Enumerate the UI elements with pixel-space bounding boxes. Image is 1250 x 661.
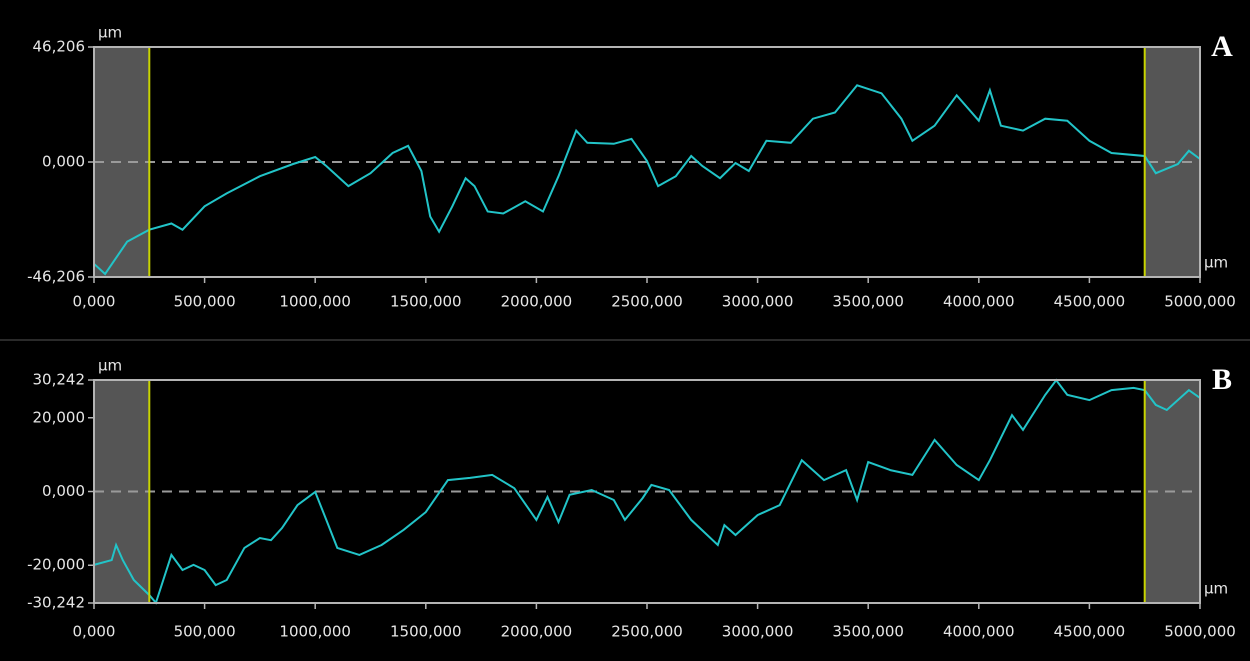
x-tick-label: 4500,000 [1054, 293, 1126, 311]
x-unit-label: µm [1204, 254, 1228, 272]
profile-line [93, 378, 1201, 605]
x-tick-label: 1000,000 [279, 293, 351, 311]
x-tick-label: 0,000 [73, 293, 116, 311]
x-tick-label: 4000,000 [943, 293, 1015, 311]
y-tick-label: -30,242 [27, 594, 85, 612]
x-tick-label: 2500,000 [611, 623, 683, 641]
y-tick-label: -46,206 [27, 268, 85, 286]
y-tick-label: 20,000 [33, 408, 86, 426]
x-tick-label: 5000,000 [1164, 293, 1236, 311]
x-tick-label: 4500,000 [1054, 623, 1126, 641]
x-tick-label: 1500,000 [390, 293, 462, 311]
x-tick-label: 500,000 [174, 623, 236, 641]
x-tick-label: 1500,000 [390, 623, 462, 641]
x-tick-label: 3000,000 [722, 293, 794, 311]
profile-line [93, 84, 1201, 276]
x-tick-label: 4000,000 [943, 623, 1015, 641]
y-unit-label: µm [98, 24, 122, 42]
x-tick-label: 2000,000 [501, 293, 573, 311]
panel-label: A [1211, 30, 1233, 63]
x-tick-label: 1000,000 [279, 623, 351, 641]
y-tick-label: 0,000 [42, 482, 85, 500]
x-tick-label: 5000,000 [1164, 623, 1236, 641]
x-tick-label: 500,000 [174, 293, 236, 311]
y-tick-label: 0,000 [42, 153, 85, 171]
x-tick-label: 3500,000 [832, 623, 904, 641]
y-unit-label: µm [98, 357, 122, 375]
panel-label: B [1212, 363, 1232, 396]
y-tick-label: -20,000 [27, 556, 85, 574]
x-tick-label: 2000,000 [501, 623, 573, 641]
x-tick-label: 3500,000 [832, 293, 904, 311]
x-tick-label: 2500,000 [611, 293, 683, 311]
y-tick-label: 46,206 [33, 38, 86, 56]
y-tick-label: 30,242 [33, 371, 86, 389]
x-unit-label: µm [1204, 580, 1228, 598]
x-tick-label: 3000,000 [722, 623, 794, 641]
x-tick-label: 0,000 [73, 623, 116, 641]
